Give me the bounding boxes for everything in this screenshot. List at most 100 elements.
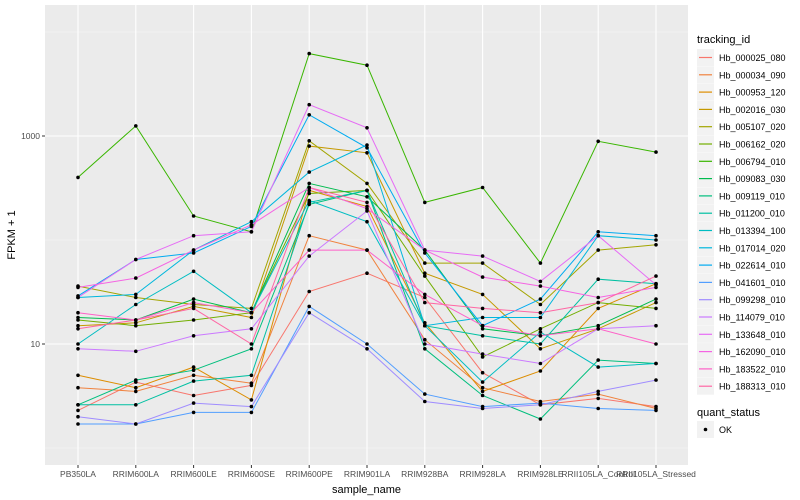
- data-point-Hb_013394_100: [134, 302, 138, 307]
- data-point-Hb_162090_010: [249, 223, 254, 227]
- data-point-Hb_022614_010: [365, 146, 369, 150]
- data-point-Hb_188313_010: [76, 327, 80, 331]
- data-point-Hb_041601_010: [307, 304, 312, 309]
- data-point-Hb_009119_010: [480, 393, 485, 398]
- data-point-Hb_011200_010: [134, 403, 138, 407]
- x-tick-label: RRII105LA_Control: [561, 469, 635, 479]
- data-point-Hb_005107_020: [365, 181, 369, 186]
- data-point-Hb_002016_030: [538, 347, 543, 351]
- data-point-Hb_022614_010: [538, 297, 543, 301]
- data-point-Hb_183522_010: [654, 342, 658, 346]
- legend-title: tracking_id: [697, 34, 750, 46]
- data-point-Hb_005107_020: [596, 248, 600, 252]
- legend-label: Hb_000953_120: [719, 88, 786, 98]
- data-point-Hb_011200_010: [480, 334, 485, 338]
- data-point-Hb_002016_030: [423, 271, 427, 276]
- data-point-Hb_183522_010: [596, 327, 600, 331]
- data-point-Hb_006162_020: [307, 191, 312, 196]
- data-point-Hb_000953_120: [307, 188, 312, 193]
- data-point-Hb_006162_020: [654, 306, 658, 311]
- data-point-Hb_133648_010: [191, 233, 196, 238]
- legend-label: Hb_000025_080: [719, 53, 786, 63]
- data-point-Hb_017014_020: [480, 315, 485, 320]
- data-point-Hb_006162_020: [423, 274, 427, 278]
- data-point-Hb_013394_100: [480, 380, 485, 384]
- legend-label: Hb_114079_010: [719, 313, 785, 323]
- y-axis-title: FPKM + 1: [6, 210, 18, 259]
- y-axis: 10 1000: [21, 131, 45, 349]
- x-tick-label: RRIM928LA: [459, 469, 506, 479]
- data-point-Hb_013394_100: [307, 198, 312, 203]
- data-point-Hb_009119_010: [596, 358, 600, 362]
- data-point-Hb_006794_010: [596, 139, 600, 144]
- data-point-Hb_002016_030: [654, 300, 658, 305]
- data-point-Hb_183522_010: [423, 292, 427, 297]
- data-point-Hb_188313_010: [134, 318, 138, 322]
- data-point-Hb_114079_010: [307, 254, 312, 258]
- data-point-Hb_000034_090: [134, 389, 138, 394]
- data-point-Hb_162090_010: [423, 248, 427, 252]
- data-point-Hb_000953_120: [134, 385, 138, 390]
- data-point-Hb_188313_010: [249, 342, 254, 346]
- data-point-Hb_005107_020: [249, 306, 254, 311]
- data-point-Hb_000034_090: [596, 392, 600, 396]
- legend-label: Hb_183522_010: [719, 364, 786, 374]
- data-point-Hb_011200_010: [76, 403, 80, 407]
- x-tick-label: RRIM600SE: [228, 469, 276, 479]
- data-point-Hb_006794_010: [423, 200, 427, 205]
- x-tick-label: RRIM901LA: [344, 469, 391, 479]
- data-point-Hb_006794_010: [480, 185, 485, 190]
- data-point-Hb_041601_010: [654, 408, 658, 413]
- data-point-Hb_188313_010: [538, 310, 543, 315]
- data-point-Hb_002016_030: [134, 321, 138, 325]
- x-tick-label: RRIM600LE: [170, 469, 217, 479]
- data-point-Hb_162090_010: [596, 295, 600, 300]
- data-point-Hb_000025_080: [76, 408, 80, 413]
- data-point-Hb_183522_010: [365, 248, 369, 252]
- data-point-Hb_188313_010: [423, 300, 427, 305]
- data-point-Hb_099298_010: [423, 399, 427, 404]
- data-point-Hb_013394_100: [538, 330, 543, 334]
- data-point-Hb_006794_010: [191, 214, 196, 218]
- data-point-Hb_000025_080: [365, 271, 369, 276]
- legend-items: Hb_000025_080 Hb_000034_090 Hb_000953_120 H…: [697, 49, 786, 395]
- legend-label: Hb_022614_010: [719, 261, 786, 271]
- data-point-Hb_114079_010: [480, 352, 485, 356]
- data-point-Hb_017014_020: [538, 315, 543, 320]
- data-point-Hb_041601_010: [76, 422, 80, 426]
- shape-legend-point: [703, 427, 708, 432]
- data-point-Hb_002016_030: [307, 144, 312, 148]
- data-point-Hb_002016_030: [365, 151, 369, 155]
- data-point-Hb_009083_030: [76, 315, 80, 320]
- data-point-Hb_099298_010: [307, 310, 312, 315]
- data-point-Hb_162090_010: [134, 276, 138, 280]
- data-point-Hb_006794_010: [307, 51, 312, 56]
- legend-label: Hb_009083_030: [719, 174, 786, 184]
- x-tick-label: PB350LA: [60, 469, 96, 479]
- data-point-Hb_013394_100: [191, 269, 196, 274]
- x-tick-label: RRIM600LA: [113, 469, 160, 479]
- data-point-Hb_006162_020: [538, 327, 543, 331]
- data-point-Hb_005107_020: [538, 302, 543, 307]
- data-point-Hb_041601_010: [191, 410, 196, 415]
- data-point-Hb_000034_090: [423, 337, 427, 342]
- data-point-Hb_000034_090: [76, 385, 80, 390]
- data-point-Hb_188313_010: [596, 300, 600, 305]
- data-point-Hb_013394_100: [76, 342, 80, 346]
- data-point-Hb_006794_010: [538, 261, 543, 265]
- data-point-Hb_000034_090: [480, 385, 485, 390]
- data-point-Hb_114079_010: [249, 327, 254, 331]
- legend-label: Hb_188313_010: [719, 382, 786, 392]
- data-point-Hb_183522_010: [249, 310, 254, 315]
- shape-legend-label: OK: [719, 425, 732, 435]
- data-point-Hb_013394_100: [596, 365, 600, 369]
- data-point-Hb_017014_020: [307, 170, 312, 174]
- data-point-Hb_099298_010: [538, 403, 543, 407]
- data-point-Hb_009119_010: [538, 417, 543, 421]
- legend-label: Hb_013394_100: [719, 226, 786, 236]
- data-point-Hb_000025_080: [307, 289, 312, 294]
- data-point-Hb_188313_010: [365, 200, 369, 205]
- legend-label: Hb_005107_020: [719, 122, 786, 132]
- data-point-Hb_006162_020: [76, 318, 80, 322]
